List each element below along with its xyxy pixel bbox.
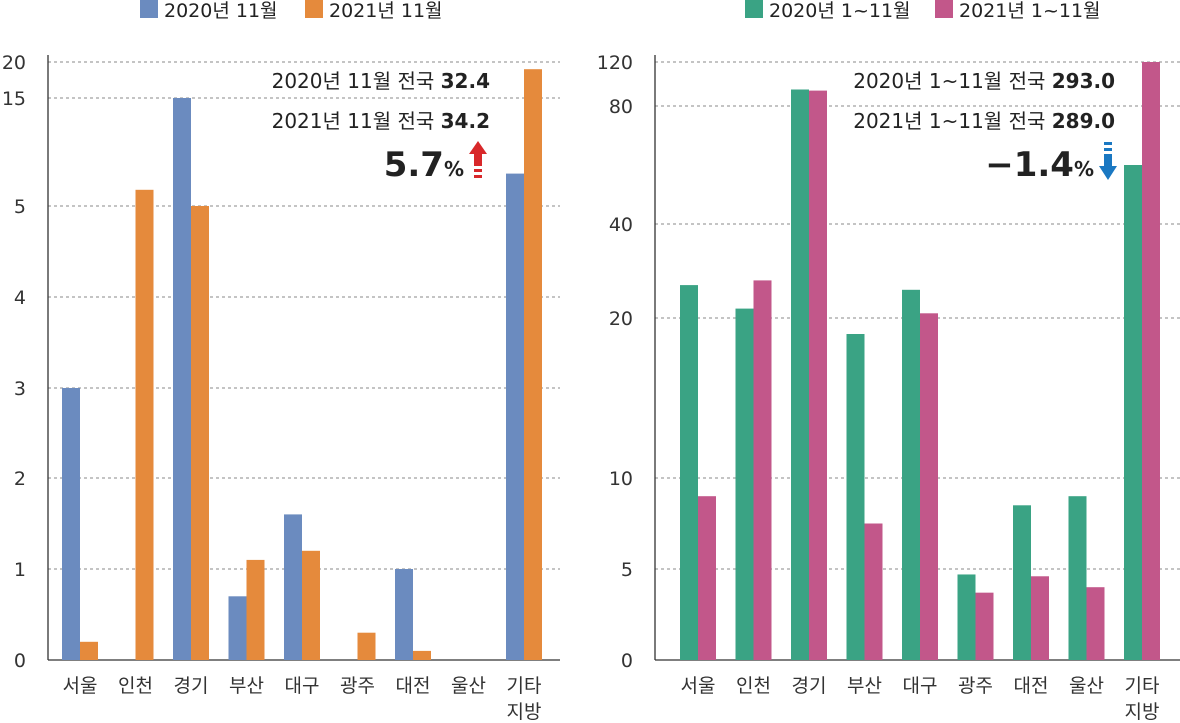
category-label: 서울 xyxy=(63,675,98,697)
legend-swatch xyxy=(305,0,323,18)
y-tick-label: 2 xyxy=(14,468,26,490)
category-label: 대구 xyxy=(285,675,320,697)
category-label: 광주 xyxy=(340,675,375,697)
y-tick-label: 120 xyxy=(597,52,633,74)
legend-label: 2021년 1~11월 xyxy=(959,0,1101,22)
category-label: 대전 xyxy=(396,675,431,697)
y-tick-label: 10 xyxy=(609,468,633,490)
bar-2021-nov xyxy=(80,641,98,660)
category-label: 울산 xyxy=(451,675,486,697)
category-label: 대전 xyxy=(1014,675,1049,697)
bar-2021-nov xyxy=(413,650,431,660)
bar-2021-nov xyxy=(191,206,209,660)
category-label: 기타 xyxy=(507,675,542,697)
bar-2020-nov xyxy=(62,388,80,660)
y-tick-label: 80 xyxy=(609,96,633,118)
bar-2021-nov xyxy=(524,69,542,660)
bar-2021-nov xyxy=(135,189,154,661)
bar-2021-nov xyxy=(357,632,376,660)
summary-annotation: 2020년 11월 전국 32.4 xyxy=(272,69,490,93)
y-tick-label: 0 xyxy=(621,650,633,672)
change-percent: −1.4% xyxy=(985,145,1094,185)
bar-2021-nov xyxy=(302,550,320,660)
bar-2021-jan-nov xyxy=(698,496,716,660)
y-tick-label: 1 xyxy=(14,559,26,581)
category-label: 기타 xyxy=(1125,675,1160,697)
bar-2020-jan-nov xyxy=(735,308,754,660)
bar-2021-jan-nov xyxy=(1086,587,1105,660)
bar-2020-jan-nov xyxy=(1068,496,1087,660)
bar-2020-nov xyxy=(284,514,302,660)
bar-2021-jan-nov xyxy=(864,523,883,660)
bar-2020-jan-nov xyxy=(957,574,976,660)
bar-2020-jan-nov xyxy=(902,289,920,660)
category-label: 광주 xyxy=(958,675,993,697)
category-label: 부산 xyxy=(847,675,882,697)
y-tick-label: 3 xyxy=(14,378,26,400)
y-tick-label: 20 xyxy=(609,308,633,330)
down-arrow-icon xyxy=(1099,154,1117,180)
category-label: 인천 xyxy=(118,675,153,697)
category-label: 인천 xyxy=(736,675,771,697)
category-label: 지방 xyxy=(1125,701,1160,723)
bar-2020-nov xyxy=(506,173,524,660)
y-tick-label: 5 xyxy=(621,559,633,581)
y-tick-label: 4 xyxy=(14,287,26,309)
bar-2021-jan-nov xyxy=(1031,576,1049,660)
category-label: 서울 xyxy=(681,675,716,697)
category-label: 부산 xyxy=(229,675,264,697)
legend-label: 2020년 1~11월 xyxy=(769,0,911,22)
up-arrow-icon xyxy=(469,141,487,166)
summary-annotation: 2020년 1~11월 전국 293.0 xyxy=(853,69,1115,93)
category-label: 지방 xyxy=(507,701,542,723)
category-label: 대구 xyxy=(903,675,938,697)
summary-annotation: 2021년 1~11월 전국 289.0 xyxy=(853,109,1115,133)
y-tick-label: 15 xyxy=(2,88,26,110)
y-tick-label: 0 xyxy=(14,650,26,672)
bar-2020-jan-nov xyxy=(1013,505,1031,660)
up-arrow-icon xyxy=(474,169,482,172)
legend-label: 2021년 11월 xyxy=(329,0,443,22)
legend-swatch xyxy=(140,0,158,18)
y-tick-label: 40 xyxy=(609,214,633,236)
bar-2020-jan-nov xyxy=(791,89,809,660)
category-label: 경기 xyxy=(792,675,827,697)
bar-2021-jan-nov xyxy=(920,313,938,660)
bar-2020-nov xyxy=(173,98,191,660)
legend-swatch xyxy=(745,0,763,18)
legend-swatch xyxy=(935,0,953,18)
bar-2020-nov xyxy=(228,596,247,660)
bar-2020-jan-nov xyxy=(846,334,865,660)
change-percent: 5.7% xyxy=(384,145,464,185)
category-label: 경기 xyxy=(174,675,209,697)
down-arrow-icon xyxy=(1104,148,1112,151)
up-arrow-icon xyxy=(474,175,482,178)
bar-2021-nov xyxy=(246,559,265,660)
bar-2021-jan-nov xyxy=(1142,62,1160,660)
down-arrow-icon xyxy=(1104,142,1112,145)
legend-label: 2020년 11월 xyxy=(164,0,278,22)
bar-2020-nov xyxy=(395,569,413,660)
y-tick-label: 5 xyxy=(14,196,26,218)
bar-2021-jan-nov xyxy=(753,280,772,660)
bar-2021-jan-nov xyxy=(975,592,994,660)
category-label: 울산 xyxy=(1069,675,1104,697)
y-tick-label: 20 xyxy=(2,52,26,74)
summary-annotation: 2021년 11월 전국 34.2 xyxy=(272,109,490,133)
bar-2021-jan-nov xyxy=(809,90,827,661)
bar-2020-jan-nov xyxy=(680,285,698,660)
bar-2020-jan-nov xyxy=(1124,165,1142,660)
